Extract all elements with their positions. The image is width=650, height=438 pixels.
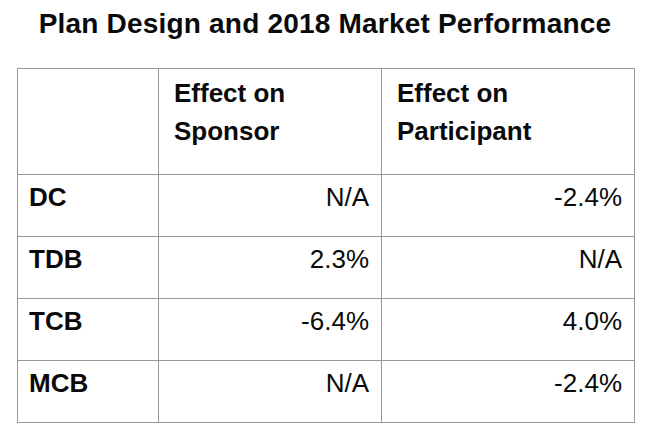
corner-cell	[18, 69, 159, 175]
cell-dc-participant: -2.4%	[382, 175, 635, 237]
cell-tcb-sponsor: -6.4%	[159, 299, 382, 361]
cell-dc-sponsor: N/A	[159, 175, 382, 237]
table-row-dc: DC N/A -2.4%	[18, 175, 635, 237]
row-label-tcb: TCB	[18, 299, 159, 361]
chart-title: Plan Design and 2018 Market Performance	[0, 8, 650, 40]
row-label-tdb: TDB	[18, 237, 159, 299]
row-label-mcb: MCB	[18, 361, 159, 423]
cell-tdb-participant: N/A	[382, 237, 635, 299]
table-row-tcb: TCB -6.4% 4.0%	[18, 299, 635, 361]
cell-mcb-participant: -2.4%	[382, 361, 635, 423]
plan-performance-table: Effect on Sponsor Effect on Participant …	[17, 68, 635, 423]
row-label-dc: DC	[18, 175, 159, 237]
cell-tdb-sponsor: 2.3%	[159, 237, 382, 299]
header-row: Effect on Sponsor Effect on Participant	[18, 69, 635, 175]
table-row-tdb: TDB 2.3% N/A	[18, 237, 635, 299]
figure-plan-design-performance: Plan Design and 2018 Market Performance …	[0, 0, 650, 438]
col-header-effect-on-sponsor: Effect on Sponsor	[159, 69, 382, 175]
col-header-effect-on-participant: Effect on Participant	[382, 69, 635, 175]
cell-tcb-participant: 4.0%	[382, 299, 635, 361]
cell-mcb-sponsor: N/A	[159, 361, 382, 423]
table-row-mcb: MCB N/A -2.4%	[18, 361, 635, 423]
